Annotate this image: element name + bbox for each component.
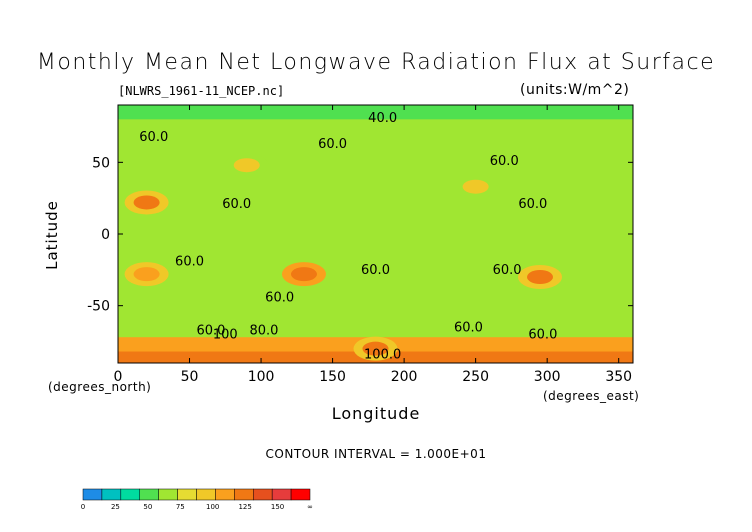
contour-label: 60.0 [175, 255, 204, 270]
region-core [462, 179, 489, 194]
colorbar-swatch [234, 488, 254, 501]
colorbar-swatch [196, 488, 216, 501]
colorbar-tick-label: 25 [111, 503, 120, 511]
contour-label: 60.0 [454, 320, 483, 335]
colorbar-swatch [271, 488, 292, 501]
units-label: (units:W/m^2) [520, 82, 630, 98]
contour-label: 80.0 [249, 323, 278, 338]
colorbar-swatch [120, 488, 141, 501]
x-tick-label: 200 [391, 369, 418, 385]
colorbar-tick-label: 0 [81, 503, 85, 511]
x-tick-label: 300 [534, 369, 561, 385]
y-tick-label: 0 [101, 227, 110, 243]
contour-label: 60.0 [197, 323, 226, 338]
contour-label: 100 [213, 328, 238, 343]
region-core [233, 158, 260, 173]
contour-label: 60.0 [139, 130, 168, 145]
source-file-label: [NLWRS_1961-11_NCEP.nc] [118, 84, 285, 98]
x-tick-label: 0 [114, 369, 123, 385]
x-tick-label: 150 [319, 369, 346, 385]
region-core [133, 195, 160, 210]
region-core [362, 341, 389, 356]
colorbar-swatch [139, 488, 159, 501]
colorbar-swatch [158, 488, 178, 501]
colorbar-swatch [82, 488, 103, 501]
contour-label: 60.0 [222, 197, 251, 212]
x-tick-label: 250 [462, 369, 489, 385]
contour-interval-label: CONTOUR INTERVAL = 1.000E+01 [265, 447, 487, 461]
x-tick-label: 100 [248, 369, 275, 385]
colorbar-tick-label: 125 [238, 503, 251, 511]
colorbar-tick-label: 100 [206, 503, 219, 511]
region-core [527, 270, 554, 284]
colorbar-tick-label: ∞ [307, 503, 313, 511]
y-unit-label: (degrees_north) [48, 380, 152, 394]
contour-label: 60.0 [528, 328, 557, 343]
contour-label: 60.0 [361, 263, 390, 278]
y-tick-label: -50 [87, 299, 110, 315]
colorbar-swatch [101, 488, 122, 501]
field-background [118, 105, 633, 363]
contour-label: 60.0 [493, 263, 522, 278]
colorbar-swatch [177, 488, 197, 501]
region-core [133, 267, 160, 282]
chart-title: Monthly Mean Net Longwave Radiation Flux… [36, 50, 716, 75]
contour-label: 100.0 [364, 348, 401, 363]
arctic-band [118, 105, 633, 120]
contour-label: 40.0 [368, 111, 397, 126]
x-tick-label: 350 [605, 369, 632, 385]
contour-label: 60.0 [318, 137, 347, 152]
colorbar-swatch [290, 488, 311, 501]
colorbar-swatch [253, 488, 273, 501]
region-core [290, 267, 317, 282]
colorbar-tick-label: 75 [176, 503, 185, 511]
contour-label: 60.0 [490, 154, 519, 169]
x-tick-label: 50 [181, 369, 199, 385]
x-axis-title: Longitude [331, 404, 421, 423]
contour-label: 60.0 [518, 197, 547, 212]
contour-label: 60.0 [265, 290, 294, 305]
colorbar-swatch [215, 488, 235, 501]
colorbar-tick-label: 50 [143, 503, 152, 511]
x-unit-label: (degrees_east) [543, 389, 640, 403]
y-tick-label: 50 [92, 155, 110, 171]
colorbar-tick-label: 150 [271, 503, 284, 511]
